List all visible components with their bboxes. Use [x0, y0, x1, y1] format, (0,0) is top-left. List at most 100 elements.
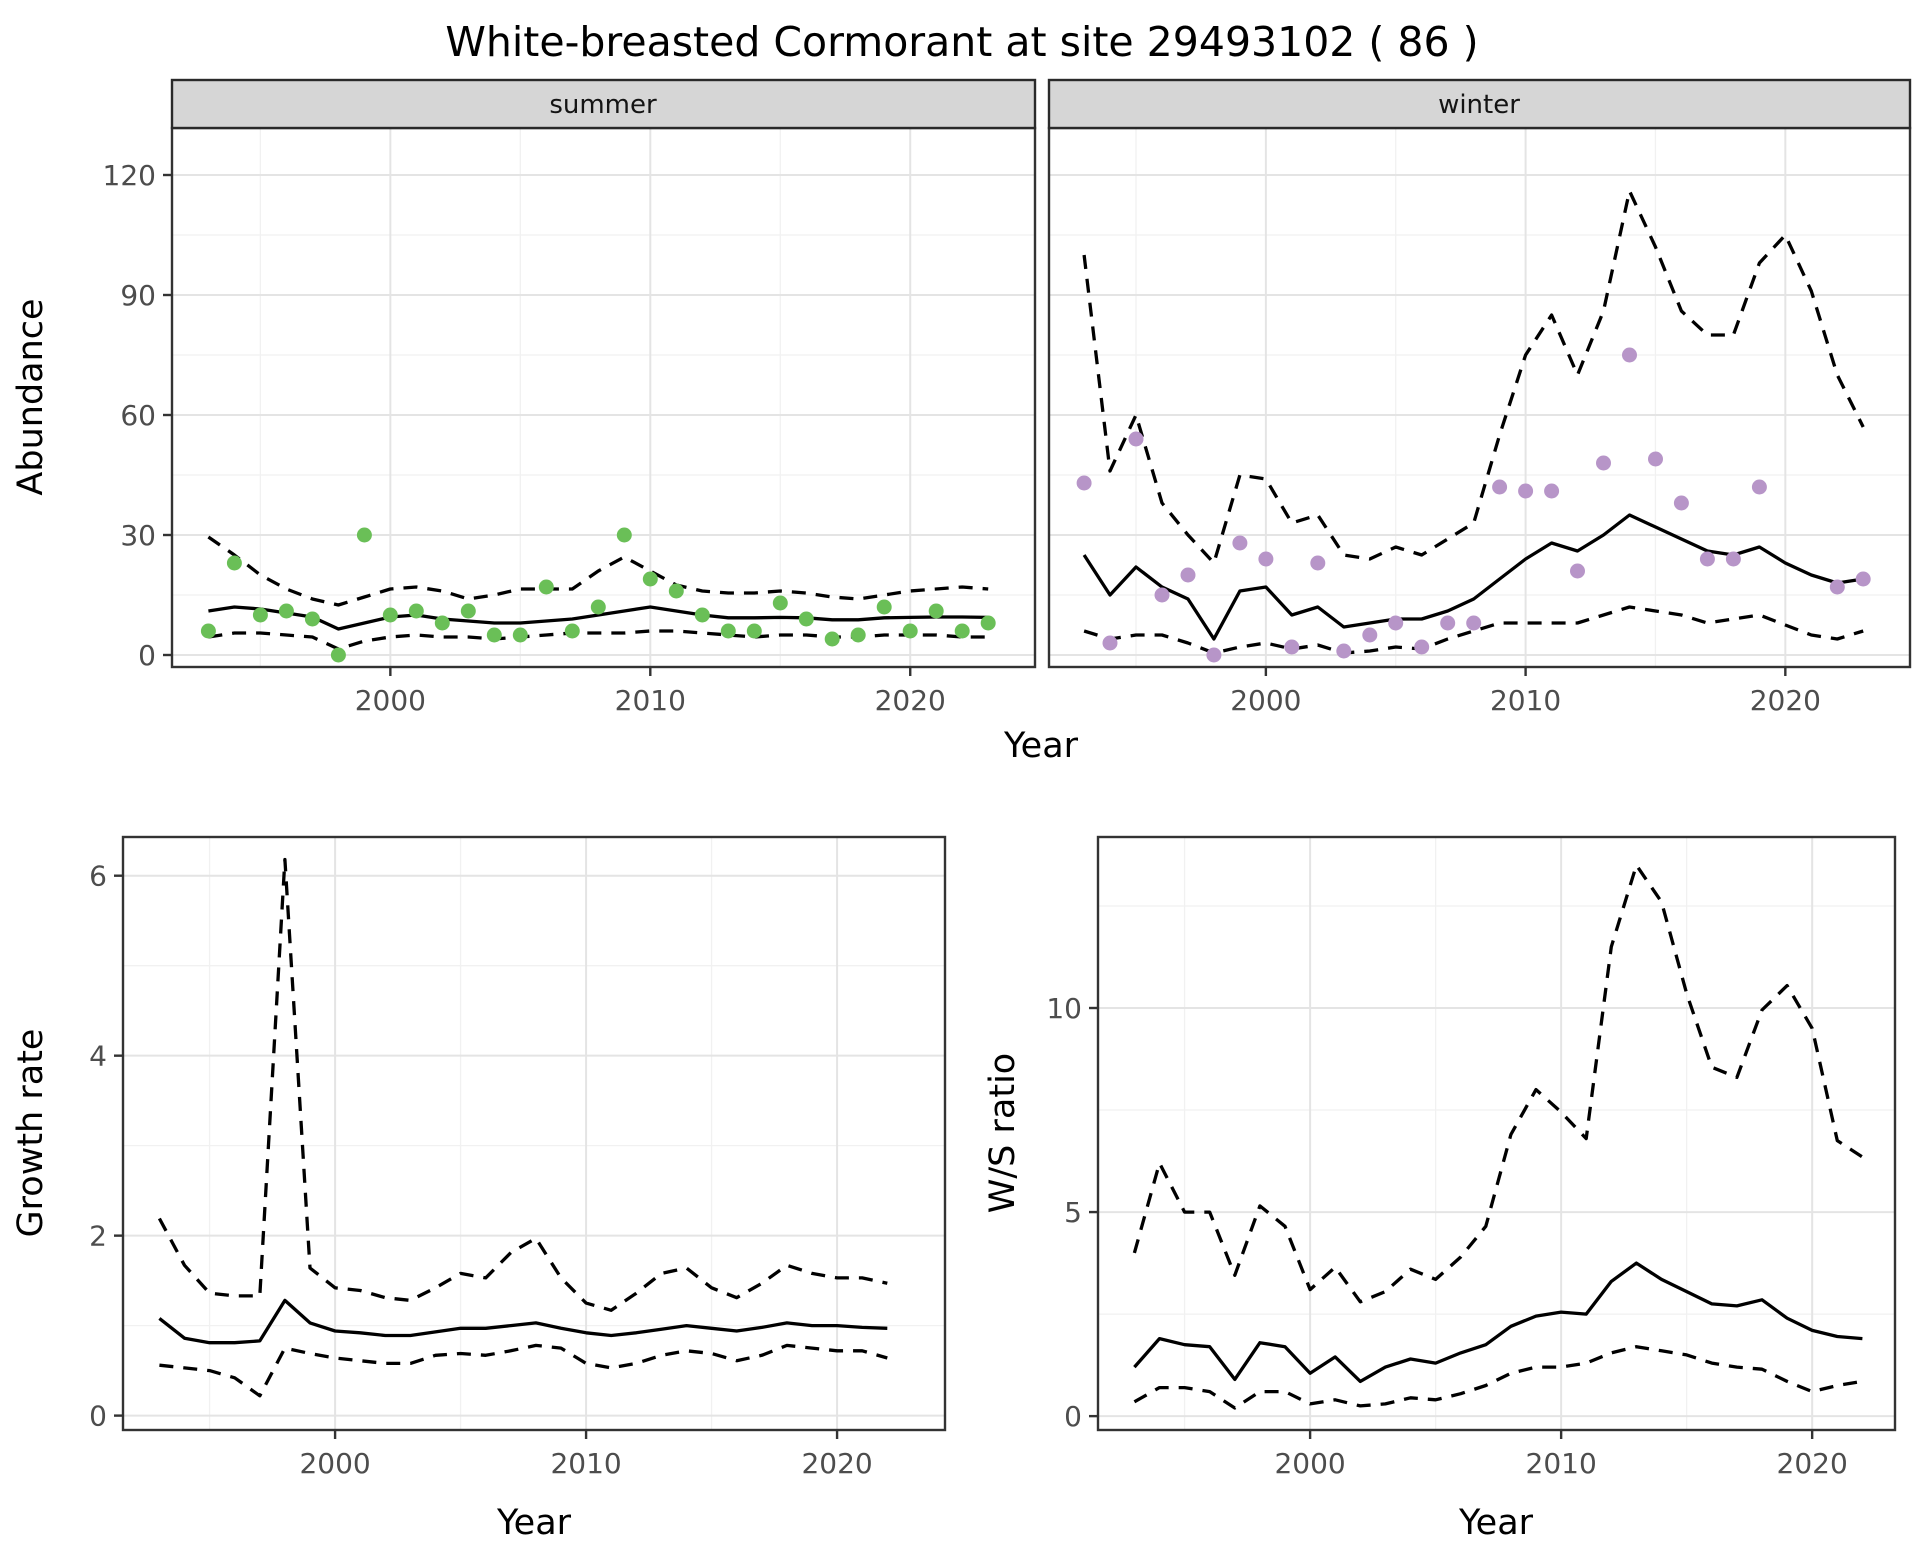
data-point [564, 623, 580, 639]
data-point [278, 603, 294, 619]
upper_ci-line [1132, 863, 1864, 1304]
data-point [1336, 643, 1352, 659]
data-point [1751, 479, 1767, 495]
strip-label-summer: summer [549, 90, 657, 120]
x-tick-label: 2020 [1750, 684, 1821, 717]
data-point [252, 607, 268, 623]
y-tick-label: 4 [89, 1040, 107, 1073]
y-tick-label: 6 [89, 860, 107, 893]
upper_ci-line [207, 535, 989, 607]
data-point [1648, 451, 1663, 467]
data-point [1310, 555, 1326, 571]
data-point [512, 627, 528, 643]
series-abundance-summer [200, 527, 996, 663]
panel-growth-rate: 2000 2010 2020 0 2 4 6 [89, 835, 947, 1480]
data-point [1725, 551, 1741, 567]
x-tick-label: 2000 [299, 1447, 370, 1480]
data-point [1258, 551, 1274, 567]
data-point [642, 571, 658, 587]
data-point [1673, 495, 1689, 511]
y-tick-label: 0 [89, 1400, 107, 1433]
data-point [1102, 635, 1118, 651]
x-tick-label: 2010 [1490, 684, 1561, 717]
data-point [694, 607, 710, 623]
y-axis-label-growth-rate: Growth rate [11, 1029, 51, 1238]
y-tick-label: 30 [120, 519, 156, 552]
data-point [460, 603, 476, 619]
data-point [876, 599, 892, 615]
data-point [356, 527, 372, 543]
data-point [1154, 587, 1170, 603]
data-point [850, 627, 866, 643]
data-point [798, 611, 814, 627]
y-tick-label: 120 [103, 159, 156, 192]
observed-points [200, 527, 996, 663]
data-point [668, 583, 684, 599]
page-title: White-breasted Cormorant at site 2949310… [445, 18, 1478, 66]
data-point [928, 603, 944, 619]
data-point [1596, 455, 1611, 471]
y-tick-label: 90 [120, 279, 156, 312]
data-point [902, 623, 918, 639]
y-tick-label: 5 [1064, 1196, 1082, 1229]
data-point [1518, 483, 1534, 499]
y-axis-label-ws-ratio: W/S ratio [983, 1053, 1023, 1213]
series-growth-rate [157, 857, 888, 1398]
lower_ci-line [1133, 1345, 1863, 1410]
data-point [434, 615, 450, 631]
data-point [382, 607, 398, 623]
data-point [746, 623, 762, 639]
data-point [616, 527, 632, 543]
data-point [1388, 615, 1404, 631]
data-point [1128, 431, 1144, 447]
y-tick-label: 2 [89, 1220, 107, 1253]
data-point [408, 603, 424, 619]
data-point [1206, 647, 1222, 663]
data-point [1414, 639, 1430, 655]
y-tick-label: 0 [138, 639, 156, 672]
y-tick-label: 60 [120, 399, 156, 432]
x-tick-label: 2020 [1777, 1447, 1848, 1480]
data-point [1622, 347, 1637, 363]
series-abundance-winter [1076, 189, 1871, 663]
lower_ci-line [159, 1343, 888, 1398]
data-point [1284, 639, 1300, 655]
y-tick-label: 0 [1064, 1400, 1082, 1433]
x-axis-label-year-bottom-left: Year [496, 1503, 572, 1543]
data-point [980, 615, 996, 631]
data-point [1544, 483, 1560, 499]
x-axis-label-year-bottom-right: Year [1458, 1503, 1534, 1543]
data-point [1466, 615, 1482, 631]
upper_ci-line [157, 857, 888, 1312]
facet-strip [1047, 78, 1912, 130]
data-point [1492, 479, 1508, 495]
data-point [1699, 551, 1715, 567]
data-point [538, 579, 554, 595]
data-point [1855, 571, 1871, 587]
data-point [772, 595, 788, 611]
data-point [1076, 475, 1092, 491]
x-tick-label: 2020 [801, 1447, 872, 1480]
data-point [486, 627, 502, 643]
strip-label-winter: winter [1438, 90, 1520, 120]
ws_ratio-line [1133, 1261, 1863, 1384]
x-tick-label: 2020 [875, 684, 946, 717]
panel-abundance-summer: 2000 2010 2020 0 30 60 90 120 [103, 78, 1037, 717]
panel-abundance-winter: 2000 2010 2020 [1047, 78, 1912, 717]
x-tick-label: 2000 [1274, 1447, 1345, 1480]
y-tick-label: 10 [1046, 992, 1082, 1025]
data-point [1362, 627, 1378, 643]
x-tick-label: 2000 [355, 684, 426, 717]
series-ws-ratio [1132, 863, 1864, 1410]
panel-ws-ratio: 2000 2010 2020 0 5 10 [1046, 835, 1897, 1480]
data-point [1232, 535, 1248, 551]
observed-points [1076, 347, 1871, 663]
data-point [1180, 567, 1196, 583]
data-point [330, 647, 346, 663]
growth_rate-line [158, 1298, 888, 1345]
data-point [200, 623, 216, 639]
x-axis-label-year-top: Year [1003, 726, 1079, 766]
fitted-line [208, 605, 989, 631]
